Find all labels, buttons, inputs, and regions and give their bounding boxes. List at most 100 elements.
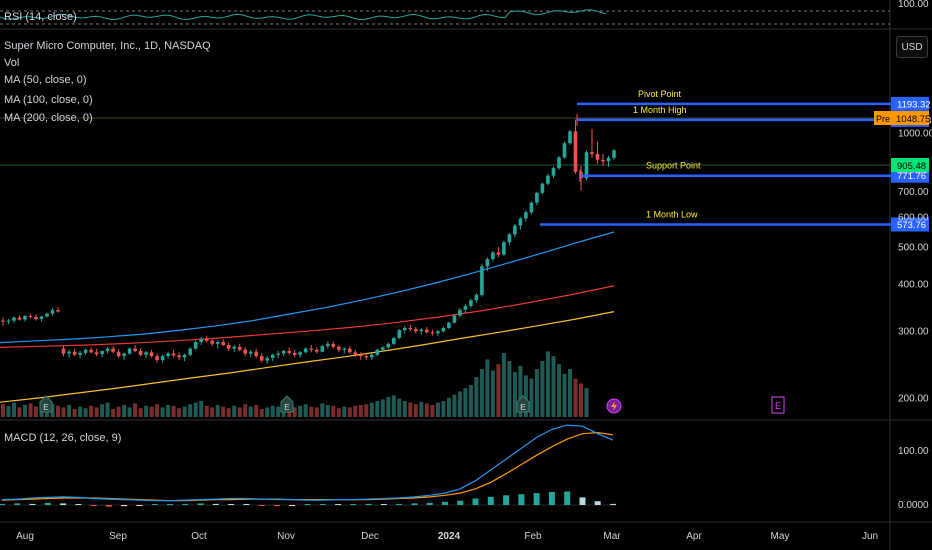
volume-bar: [303, 404, 308, 417]
volume-bar: [67, 405, 72, 417]
candle-body: [133, 348, 137, 352]
volume-bar: [100, 404, 105, 417]
level-price-badge: [891, 96, 929, 111]
candle-body: [122, 353, 126, 356]
volume-bar: [232, 405, 237, 417]
candle-body: [270, 354, 275, 358]
price-tick-label: 200.00: [898, 394, 929, 405]
currency-button[interactable]: USD: [896, 36, 928, 58]
price-tick-label: 500.00: [898, 243, 929, 254]
volume-bar: [468, 385, 473, 417]
volume-bar: [479, 369, 484, 417]
volume-bar: [584, 388, 589, 417]
time-tick-label: Oct: [191, 531, 207, 542]
candle-body: [452, 315, 457, 323]
time-tick-label: Sep: [109, 531, 127, 542]
candle-body: [83, 349, 88, 353]
candle-body: [612, 150, 616, 158]
symbol-title[interactable]: Super Micro Computer, Inc., 1D, NASDAQ: [4, 40, 211, 52]
time-tick-label: Dec: [361, 531, 379, 542]
macd-histogram-bar: [610, 503, 616, 505]
vol-label[interactable]: Vol: [4, 57, 20, 69]
candle-body: [89, 349, 93, 353]
candle-body: [463, 305, 468, 310]
volume-bar: [309, 406, 314, 417]
premarket-badge: [891, 111, 929, 125]
macd-histogram-bar: [212, 503, 219, 505]
macd-histogram-bar: [167, 504, 173, 505]
earnings-marker-label: E: [43, 402, 49, 412]
volume-bar: [116, 406, 121, 417]
volume-bar: [127, 407, 132, 417]
candle-body: [149, 352, 154, 357]
volume-bar: [193, 402, 198, 417]
candle-body: [232, 346, 236, 349]
macd-label[interactable]: MACD (12, 26, close, 9): [4, 432, 122, 444]
candle-body: [56, 310, 60, 312]
candle-body: [265, 358, 269, 361]
candle-body: [199, 339, 203, 342]
candle-body: [524, 212, 528, 219]
volume-bar: [6, 405, 11, 417]
macd-tick-0: 0.0000: [898, 500, 929, 511]
ma50-line: [0, 231, 615, 344]
rsi-label[interactable]: RSI (14, close): [4, 11, 77, 23]
candle-body: [45, 313, 49, 317]
macd-histogram-bar: [503, 495, 510, 505]
volume-bar: [171, 405, 176, 417]
macd-histogram-bar: [182, 503, 189, 505]
candle-body: [518, 218, 523, 226]
volume-bar: [402, 401, 407, 417]
macd-histogram-bar: [442, 501, 448, 505]
volume-bar: [166, 405, 171, 417]
earnings-marker[interactable]: [516, 395, 530, 413]
candle-body: [248, 351, 253, 354]
ma50-label[interactable]: MA (50, close, 0): [4, 74, 87, 86]
moving-averages: [0, 231, 615, 403]
candle-body: [469, 300, 473, 306]
candle-body: [50, 310, 55, 314]
macd-histogram-bar: [228, 504, 235, 505]
macd-histogram-bar: [44, 502, 51, 505]
premarket-value: 1048.75: [896, 114, 930, 125]
time-axis[interactable]: Aug Sep Oct Nov Dec 2024 Feb Mar Apr May Jun: [16, 531, 878, 542]
volume-bar: [397, 398, 402, 417]
macd-histogram-bar: [350, 504, 357, 505]
candle-body: [160, 356, 165, 360]
candle-body: [78, 352, 82, 355]
volume-bar: [452, 394, 457, 417]
candle-body: [375, 349, 380, 355]
volume-bar: [413, 404, 418, 417]
volume-bar: [265, 407, 270, 417]
volume-bar: [270, 405, 275, 417]
macd-histogram-bar: [90, 505, 97, 507]
level-label: 1 Month High: [633, 105, 687, 115]
candle-body: [397, 330, 402, 338]
candle-body: [419, 329, 424, 332]
earnings-marker[interactable]: [280, 395, 294, 413]
time-tick-label: 2024: [438, 531, 461, 542]
volume-bar: [144, 405, 149, 417]
volume-bar: [56, 405, 60, 417]
macd-histogram-bar: [426, 502, 433, 505]
candle-body: [182, 354, 187, 358]
volume-bar: [496, 364, 501, 417]
candle-body: [441, 328, 446, 332]
earnings-marker[interactable]: [771, 396, 785, 414]
volume-bar: [557, 364, 561, 417]
volume-bar: [182, 406, 187, 417]
candle-body: [331, 343, 336, 347]
candle-body: [292, 352, 297, 355]
candle-body: [348, 348, 352, 353]
volume-bar: [72, 409, 77, 417]
volume-bar: [237, 407, 242, 417]
volume-bar: [375, 401, 380, 417]
volume-bar: [248, 406, 253, 417]
ma200-label[interactable]: MA (200, close, 0): [4, 112, 93, 124]
ma100-label[interactable]: MA (100, close, 0): [4, 94, 93, 106]
volume-bar: [320, 403, 325, 417]
level-label: 1 Month Low: [646, 210, 698, 220]
earnings-marker[interactable]: [39, 395, 53, 413]
macd-histogram-bar: [548, 492, 555, 505]
